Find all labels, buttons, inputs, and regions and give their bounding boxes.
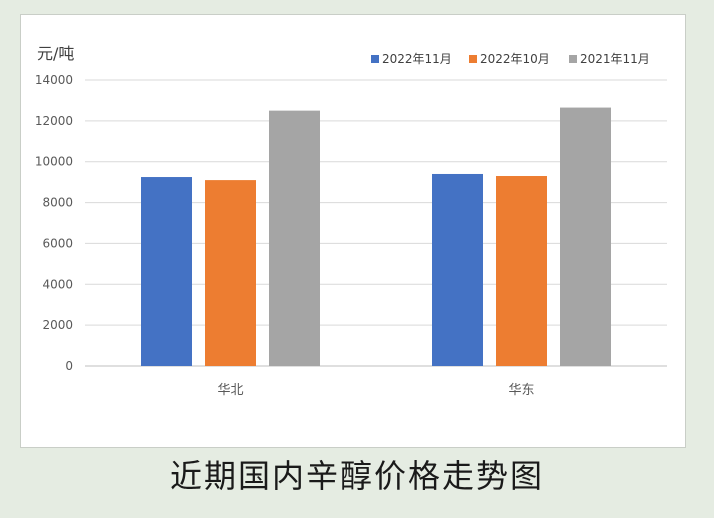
bar-2-1 xyxy=(432,173,483,366)
bar-1-1 xyxy=(141,177,192,366)
chart-caption: 近期国内辛醇价格走势图 xyxy=(169,457,544,495)
legend-swatch xyxy=(371,55,379,63)
legend-label: 2021年11月 xyxy=(580,52,650,66)
legend-swatch xyxy=(569,55,577,63)
y-tick-label: 14000 xyxy=(35,73,73,87)
y-tick-label: 0 xyxy=(65,359,73,373)
y-tick-label: 6000 xyxy=(42,236,73,250)
legend-swatch xyxy=(469,55,477,63)
y-tick-label: 8000 xyxy=(42,196,73,210)
y-tick-label: 4000 xyxy=(42,277,73,291)
y-axis-label: 元/吨 xyxy=(37,44,74,63)
x-tick-label: 华北 xyxy=(217,383,243,398)
y-tick-label: 12000 xyxy=(35,114,73,128)
bar-2-3 xyxy=(560,107,611,366)
bar-1-3 xyxy=(269,110,320,367)
y-tick-label: 2000 xyxy=(42,318,73,332)
chart-panel: 0 2000 4000 6000 8000 10000 12000 14000 华北 华东 元/… xyxy=(20,14,686,448)
bar-2-2 xyxy=(496,176,547,366)
bar-chart: 0 2000 4000 6000 8000 10000 12000 14000 华北 华东 元/… xyxy=(35,44,667,398)
legend-label: 2022年11月 xyxy=(382,52,452,66)
legend-label: 2022年10月 xyxy=(480,52,550,66)
bar-1-2 xyxy=(205,180,256,366)
y-tick-label: 10000 xyxy=(35,155,73,169)
x-tick-label: 华东 xyxy=(508,383,534,398)
